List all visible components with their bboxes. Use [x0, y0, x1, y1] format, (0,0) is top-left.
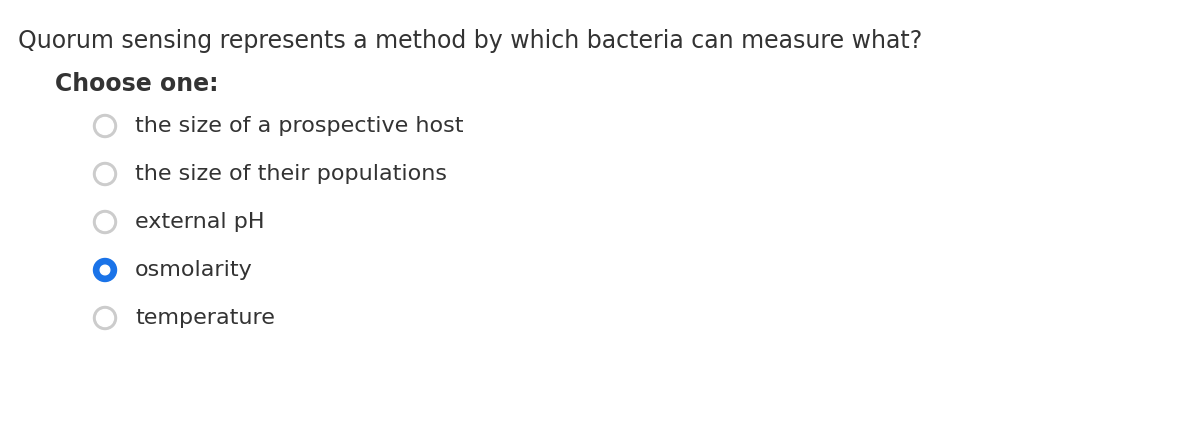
- Circle shape: [94, 114, 116, 137]
- Circle shape: [96, 165, 114, 182]
- Circle shape: [101, 265, 110, 275]
- Text: the size of their populations: the size of their populations: [134, 164, 446, 184]
- Text: the size of a prospective host: the size of a prospective host: [134, 116, 463, 136]
- Text: temperature: temperature: [134, 308, 275, 328]
- Text: Choose one:: Choose one:: [55, 72, 218, 96]
- Circle shape: [94, 307, 116, 329]
- Text: external pH: external pH: [134, 212, 264, 232]
- Circle shape: [94, 210, 116, 234]
- Text: osmolarity: osmolarity: [134, 260, 253, 280]
- Text: Quorum sensing represents a method by which bacteria can measure what?: Quorum sensing represents a method by wh…: [18, 29, 923, 53]
- Circle shape: [96, 310, 114, 326]
- Circle shape: [94, 162, 116, 186]
- Circle shape: [96, 214, 114, 231]
- Circle shape: [96, 117, 114, 134]
- Circle shape: [94, 259, 116, 282]
